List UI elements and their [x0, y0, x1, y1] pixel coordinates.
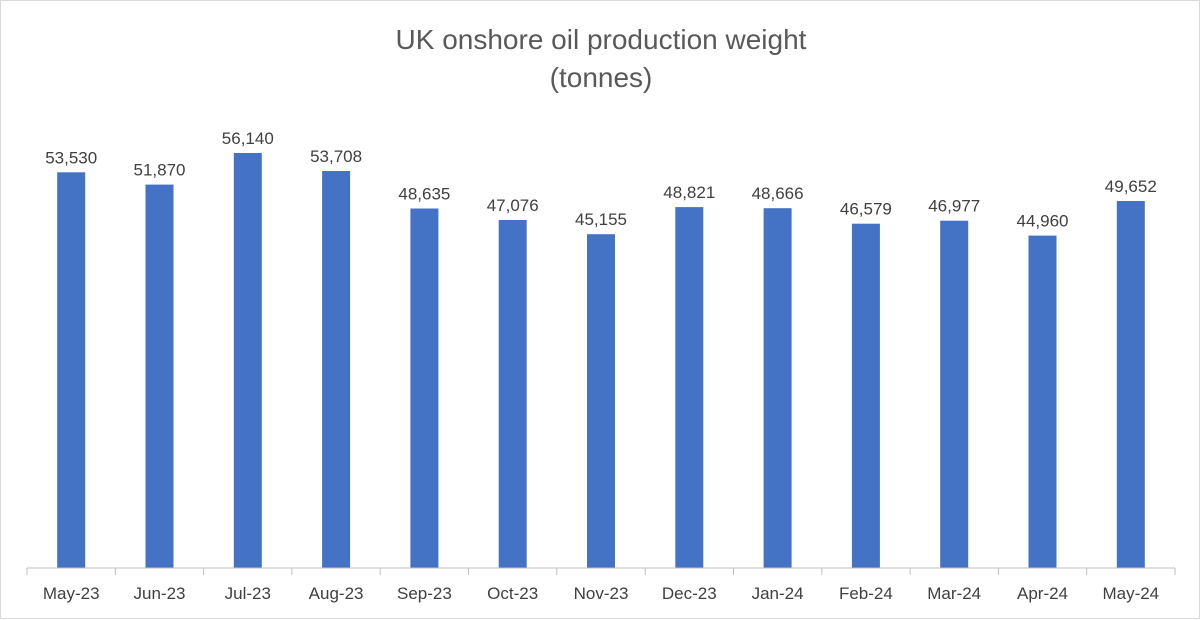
x-tick-label: May-23 [43, 584, 100, 603]
value-label: 47,076 [487, 196, 539, 215]
x-tick-label: Nov-23 [574, 584, 629, 603]
bar-dec-23 [675, 207, 704, 568]
x-tick-label: Apr-24 [1017, 584, 1068, 603]
value-label: 46,579 [840, 200, 892, 219]
bar-oct-23 [498, 220, 527, 568]
value-label: 48,666 [752, 184, 804, 203]
x-tick-label: Sep-23 [397, 584, 452, 603]
x-tick-label: Feb-24 [839, 584, 893, 603]
bar-may-24 [1116, 201, 1145, 568]
value-label: 45,155 [575, 210, 627, 229]
value-label: 51,870 [134, 161, 186, 180]
x-tick-label: Jul-23 [225, 584, 271, 603]
value-label: 56,140 [222, 129, 274, 148]
value-label: 53,530 [45, 148, 97, 167]
chart-title-line-2: (tonnes) [550, 62, 653, 93]
chart-title-line-1: UK onshore oil production weight [396, 24, 807, 55]
value-label: 44,960 [1017, 212, 1069, 231]
x-tick-label: Mar-24 [927, 584, 981, 603]
x-tick-label: Aug-23 [309, 584, 364, 603]
bar-apr-24 [1028, 235, 1057, 568]
value-label: 48,821 [663, 183, 715, 202]
value-labels-group: 53,530 51,870 56,140 53,708 48,635 47,076 45,1… [45, 129, 1157, 231]
x-ticks-group [26, 568, 1176, 575]
bar-jun-23 [145, 184, 174, 568]
x-tick-label: May-24 [1102, 584, 1159, 603]
bar-jan-24 [763, 208, 792, 568]
bar-may-23 [57, 172, 86, 569]
x-tick-label: Oct-23 [487, 584, 538, 603]
bar-feb-24 [851, 223, 880, 568]
bar-aug-23 [322, 171, 351, 568]
x-tick-label: Dec-23 [662, 584, 717, 603]
value-label: 49,652 [1105, 177, 1157, 196]
value-label: 53,708 [310, 147, 362, 166]
bar-jul-23 [233, 153, 262, 568]
value-label: 48,635 [398, 185, 450, 204]
bar-sep-23 [410, 208, 439, 568]
x-tick-label: Jan-24 [752, 584, 804, 603]
bar-mar-24 [940, 220, 969, 568]
bars-group [57, 153, 1145, 569]
x-tick-label: Jun-23 [134, 584, 186, 603]
x-tick-labels-group: May-23 Jun-23 Jul-23 Aug-23 Sep-23 Oct-23 Nov-… [43, 584, 1159, 603]
value-label: 46,977 [928, 197, 980, 216]
bar-nov-23 [587, 234, 615, 568]
